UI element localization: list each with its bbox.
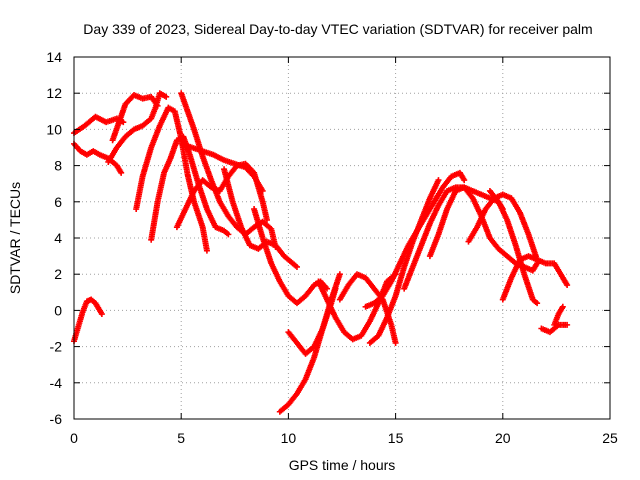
data-point <box>435 177 442 184</box>
x-tick-label: 5 <box>177 430 185 446</box>
data-point <box>263 216 270 223</box>
x-tick-label: 20 <box>495 430 511 446</box>
x-axis-label: GPS time / hours <box>289 457 396 473</box>
data-point <box>392 339 399 346</box>
data-point <box>259 187 266 194</box>
y-tick-label: 6 <box>54 194 62 210</box>
series-track-6 <box>133 104 210 254</box>
data-point <box>534 300 541 307</box>
y-axis-label: SDTVAR / TECUs <box>7 182 23 294</box>
y-tick-label: -6 <box>50 411 63 427</box>
data-point <box>323 285 330 292</box>
y-tick-label: 0 <box>54 302 62 318</box>
data-marks <box>71 90 571 415</box>
series-track-9 <box>178 140 266 194</box>
series-track-7 <box>148 133 232 243</box>
series-track-17 <box>366 177 442 346</box>
data-point <box>154 102 161 109</box>
data-point <box>336 271 343 278</box>
series-track-10 <box>178 90 279 251</box>
y-axis: -6 -4 -2 0 2 4 6 8 10 12 14 <box>46 49 610 427</box>
data-point <box>203 247 210 254</box>
data-point <box>461 177 468 184</box>
y-tick-label: -2 <box>50 339 63 355</box>
data-point <box>98 311 105 318</box>
series-track-25 <box>551 303 566 328</box>
y-tick-label: 14 <box>46 49 62 65</box>
series-track-20 <box>426 184 541 274</box>
series-track-11 <box>221 166 300 270</box>
x-tick-label: 25 <box>602 430 618 446</box>
data-point <box>163 93 170 100</box>
series-track-1 <box>71 113 127 137</box>
y-tick-label: -4 <box>50 375 63 391</box>
data-point <box>225 231 232 238</box>
chart-title: Day 339 of 2023, Sidereal Day-to-day VTE… <box>83 21 592 37</box>
y-tick-label: 10 <box>46 121 62 137</box>
data-point <box>559 303 566 310</box>
y-tick-label: 8 <box>54 158 62 174</box>
data-point <box>118 169 125 176</box>
x-tick-label: 0 <box>70 430 78 446</box>
y-tick-label: 2 <box>54 266 62 282</box>
series-track-4 <box>105 90 170 165</box>
series-track-22 <box>486 187 541 307</box>
series-track-23 <box>499 253 571 303</box>
data-point <box>293 263 300 270</box>
series-track-18 <box>362 169 468 310</box>
x-axis: 0 5 10 15 20 25 <box>70 57 618 446</box>
x-tick-label: 15 <box>388 430 404 446</box>
y-tick-label: 4 <box>54 230 62 246</box>
x-tick-label: 10 <box>281 430 297 446</box>
series-track-3 <box>71 296 105 345</box>
y-tick-label: 12 <box>46 85 62 101</box>
data-point <box>332 285 339 292</box>
series-track-12 <box>251 206 330 307</box>
series-track-5 <box>109 92 161 144</box>
data-point <box>564 321 571 328</box>
data-point <box>564 282 571 289</box>
